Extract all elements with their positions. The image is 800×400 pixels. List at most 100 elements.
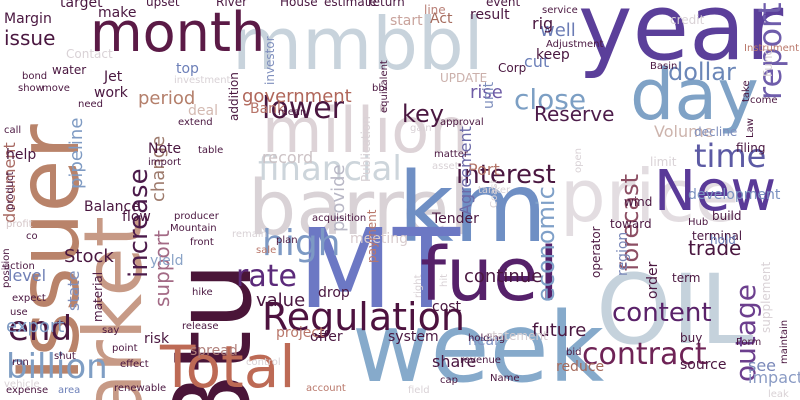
- word-stock: Stock: [64, 246, 114, 267]
- word-risk: risk: [144, 331, 170, 347]
- word-house: House: [280, 0, 318, 9]
- word-bank: Bank: [250, 101, 286, 117]
- word-extend: extend: [178, 117, 213, 128]
- word-credit: credit: [670, 13, 705, 27]
- word-flow: flow: [122, 209, 151, 225]
- word-interest: interest: [456, 160, 556, 190]
- word-investment: investment: [174, 75, 231, 86]
- word-toward: toward: [610, 217, 652, 231]
- word-bid: bid: [566, 347, 582, 358]
- word-maintain: maintain: [779, 319, 790, 364]
- word-gain: gain: [410, 123, 432, 134]
- word-contact: Contact: [66, 47, 113, 61]
- word-buy: buy: [680, 331, 703, 345]
- word-operator: operator: [589, 226, 603, 278]
- word-end: end: [8, 309, 73, 349]
- word-leak: leak: [768, 389, 789, 400]
- word-remain: remain: [232, 229, 268, 240]
- word-project: project: [276, 325, 325, 341]
- word-hold: hold: [710, 233, 736, 247]
- word-contract: contract: [582, 337, 707, 372]
- word-mean: mean: [278, 107, 307, 118]
- word-bbl: bbl: [372, 83, 388, 94]
- word-trade: trade: [688, 236, 742, 260]
- word-near: near: [468, 333, 500, 349]
- word-rig: rig: [532, 14, 554, 33]
- word-pipeline: pipeline: [66, 117, 87, 189]
- word-revenue: revenue: [460, 355, 501, 366]
- word-build: build: [712, 209, 742, 223]
- word-offer: offer: [310, 329, 343, 345]
- word-shut: shut: [54, 351, 76, 362]
- word-area: area: [58, 385, 81, 396]
- word-call: call: [4, 125, 22, 136]
- word-reduce: reduce: [556, 359, 605, 375]
- word-future: future: [532, 320, 587, 341]
- word-return: return: [368, 0, 405, 9]
- word-content: content: [612, 298, 712, 328]
- word-mmbbl: mmbbl: [232, 2, 484, 86]
- word-target: target: [60, 0, 103, 11]
- word-reserve: Reserve: [534, 102, 615, 126]
- word-million: million: [262, 94, 469, 167]
- word-note: Note: [148, 141, 182, 157]
- word-level: level: [8, 266, 47, 285]
- word-form: Form: [736, 337, 762, 348]
- word-month: month: [90, 1, 266, 64]
- word-spread: spread: [190, 343, 238, 359]
- word-region: region: [615, 231, 631, 276]
- word-coast: Coast: [489, 179, 500, 208]
- word-hike: hike: [192, 287, 213, 298]
- word-co: co: [26, 231, 38, 242]
- word-meeting: meeting: [350, 231, 409, 247]
- word-service: service: [542, 5, 578, 16]
- word-jet: Jet: [104, 69, 123, 85]
- word-payment: payment: [365, 209, 379, 263]
- word-week: week: [352, 292, 605, 400]
- word-product: product: [5, 171, 16, 210]
- word-sale: sale: [256, 245, 277, 256]
- word-profit: profit: [6, 219, 33, 230]
- word-take: take: [741, 80, 752, 102]
- word-right: right: [413, 274, 424, 299]
- word-agreement: Agreement: [456, 126, 475, 215]
- word-price: price: [560, 154, 740, 238]
- word-source: source: [680, 357, 727, 373]
- word-billion: billion: [6, 347, 108, 387]
- word-km: km: [398, 152, 548, 264]
- word-port: Port: [468, 160, 500, 179]
- word-expect: expect: [12, 293, 46, 304]
- word-mt: MT: [298, 205, 461, 333]
- word-supplement: supplement: [759, 261, 773, 333]
- word-vehicle: vehicle: [4, 379, 40, 390]
- word-share: share: [432, 352, 477, 371]
- word-action: action: [4, 261, 35, 272]
- word-rate: rate: [236, 259, 297, 294]
- word-matter: matter: [434, 149, 468, 160]
- word-river: River: [216, 0, 248, 9]
- word-water: water: [52, 63, 87, 77]
- word-update: UPDATE: [440, 71, 488, 85]
- word-control: control: [246, 357, 281, 368]
- word-period: period: [138, 88, 196, 109]
- word-high: high: [262, 223, 341, 264]
- word-close: close: [514, 83, 587, 116]
- word-use: use: [10, 307, 28, 318]
- word-regulation: Regulation: [262, 295, 465, 339]
- word-yield: yield: [150, 253, 184, 269]
- word-margin: Margin: [4, 11, 52, 27]
- word-drop: drop: [318, 285, 350, 301]
- word-barrel: barrel: [248, 163, 471, 252]
- word-rise: rise: [470, 82, 503, 103]
- word-come: come: [750, 95, 778, 106]
- word-holding: holding: [468, 333, 506, 344]
- word-fuel: fuel: [420, 232, 560, 318]
- word-top: top: [176, 61, 199, 77]
- word-upset: upset: [146, 0, 180, 9]
- word-expense: expense: [6, 385, 49, 396]
- word-financial: financial: [258, 149, 402, 189]
- word-system: system: [388, 329, 439, 345]
- word-estimate: estimate: [324, 0, 377, 9]
- word-state: state: [64, 270, 83, 311]
- word-equivalent: equivalent: [379, 60, 390, 113]
